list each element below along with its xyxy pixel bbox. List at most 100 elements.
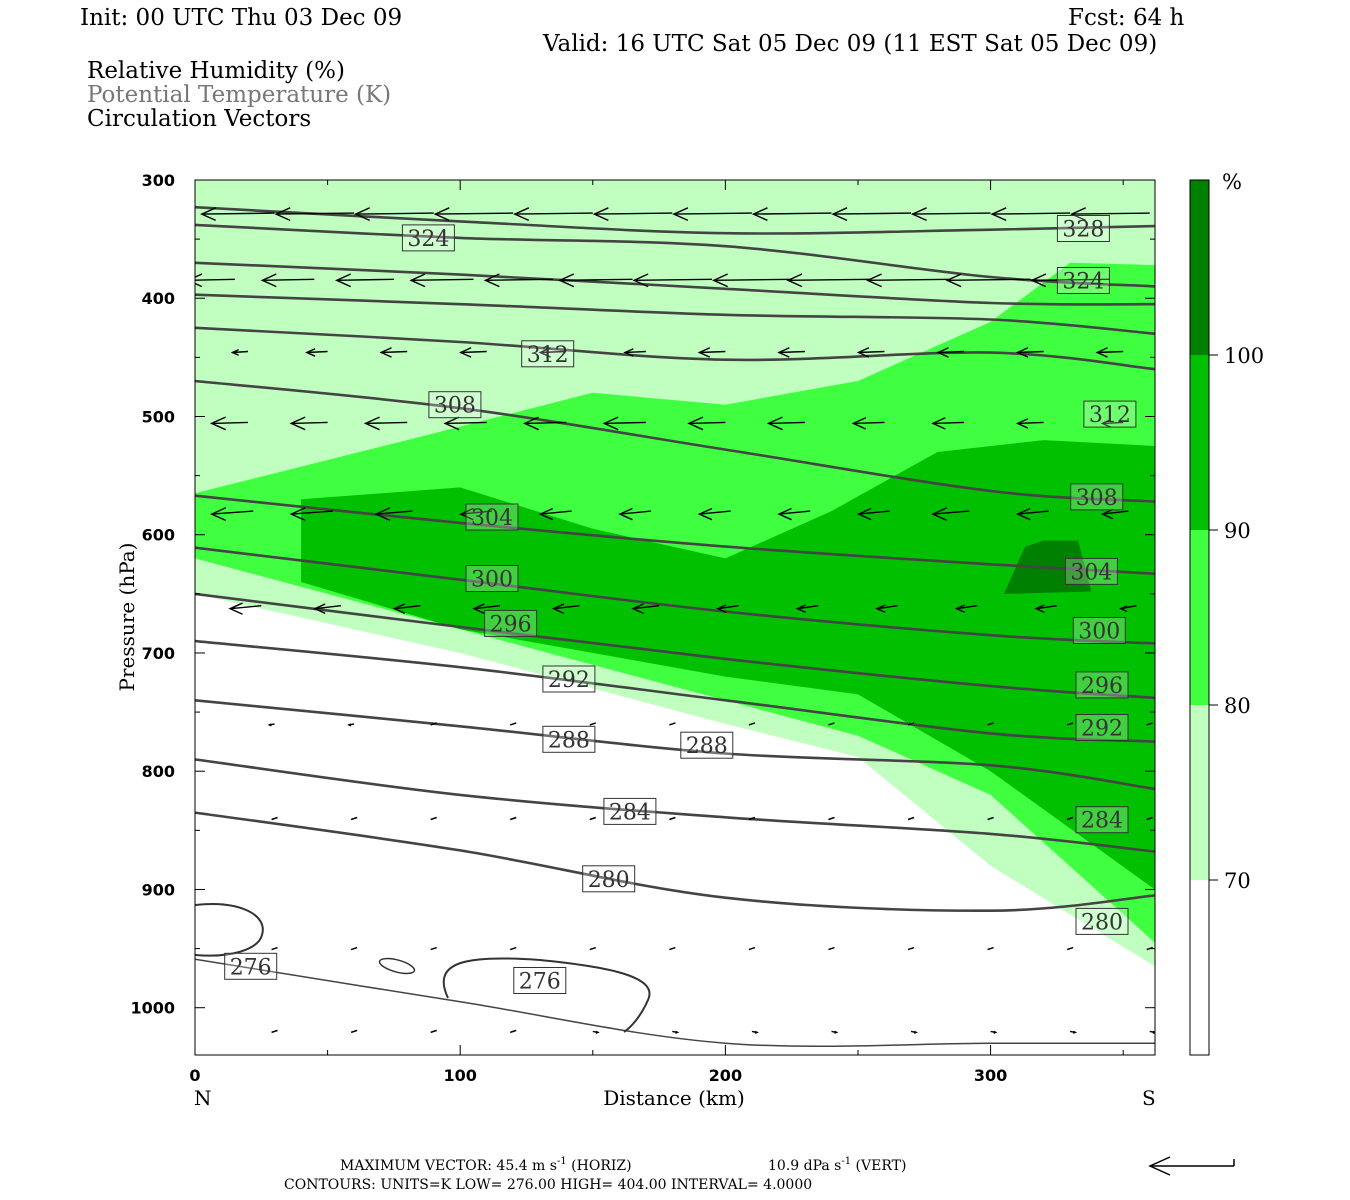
vector-arrow: [1146, 946, 1153, 951]
vector-arrow: [592, 1030, 600, 1034]
vector-arrow: [538, 507, 572, 521]
theta-label-276: 276: [513, 967, 567, 995]
vector-arrow: [931, 507, 970, 522]
vector-arrow: [865, 273, 951, 288]
svg-text:276: 276: [519, 970, 561, 995]
svg-text:288: 288: [686, 734, 728, 759]
vector-arrow: [766, 416, 805, 431]
vector-arrow: [409, 273, 474, 288]
vector-arrow: [1066, 946, 1074, 951]
svg-text:276: 276: [230, 955, 272, 980]
vector-arrow: [828, 722, 835, 726]
vector-arrow: [711, 273, 792, 288]
rh-shading: [195, 180, 1155, 967]
axis-ticks: 300 400 500 600 700 800 900 1000 0 100 200 300: [130, 171, 1155, 1085]
x-end-label-south: S: [1142, 1086, 1156, 1110]
vector-arrow: [1069, 207, 1150, 222]
vector-arrow: [945, 273, 1031, 288]
vector-arrow: [987, 946, 994, 951]
vector-arrow: [751, 207, 832, 222]
svg-text:296: 296: [1081, 674, 1123, 699]
vector-arrow: [267, 723, 275, 727]
svg-text:304: 304: [1070, 560, 1112, 585]
circulation-vectors: [195, 207, 1155, 1034]
vector-arrow: [828, 946, 835, 951]
vector-arrow: [430, 722, 437, 726]
theta-label-288: 288: [542, 725, 596, 753]
vector-arrow: [990, 207, 1071, 222]
vector-arrow: [987, 816, 994, 821]
theta-label-296: 296: [484, 609, 538, 637]
svg-text:284: 284: [1081, 809, 1123, 834]
y-tick-label-700: 700: [142, 644, 175, 663]
svg-text:300: 300: [1078, 620, 1120, 645]
theta-label-304: 304: [1064, 557, 1118, 585]
vector-arrow: [513, 207, 593, 222]
vector-arrow: [558, 273, 633, 288]
vector-arrow: [907, 946, 915, 951]
theta-label-292: 292: [1075, 714, 1129, 742]
svg-text:308: 308: [434, 394, 476, 419]
theta-label-308: 308: [1070, 483, 1124, 511]
theta-label-276: 276: [224, 952, 278, 980]
x-axis-label: Distance (km): [603, 1086, 745, 1110]
vector-arrow: [748, 946, 756, 951]
theta-contour-284: [195, 758, 1155, 853]
vector-arrow: [522, 416, 567, 431]
vector-arrow: [228, 602, 262, 615]
vector-arrow: [751, 1030, 759, 1034]
vector-arrow: [795, 604, 819, 614]
x-tick-label-0: 0: [189, 1066, 200, 1085]
svg-text:312: 312: [527, 343, 569, 368]
y-tick-label-600: 600: [142, 526, 175, 545]
vector-arrow: [313, 603, 341, 614]
theta-contour-276-loop-c: [195, 903, 264, 957]
svg-text:308: 308: [1076, 486, 1118, 511]
vector-arrow: [209, 416, 249, 431]
vector-arrow: [910, 1030, 918, 1034]
theta-contour-320: [195, 293, 1155, 335]
vector-arrow: [592, 207, 673, 222]
vector-arrow: [777, 507, 811, 521]
y-tick-label-300: 300: [142, 171, 175, 190]
theta-label-288: 288: [680, 731, 734, 759]
vector-arrow: [1149, 1030, 1155, 1034]
svg-text:292: 292: [548, 668, 590, 693]
vector-arrow: [1095, 347, 1124, 358]
vector-arrow: [289, 416, 328, 431]
vector-arrow: [697, 507, 731, 521]
vector-arrow: [347, 723, 355, 727]
theta-label-312: 312: [1083, 400, 1137, 428]
theta-contour-288: [195, 699, 1155, 791]
theta-label-312: 312: [521, 340, 575, 368]
svg-text:324: 324: [407, 227, 449, 252]
vector-arrow: [907, 722, 915, 726]
vector-arrow: [353, 207, 434, 222]
x-tick-label-300: 300: [974, 1066, 1007, 1085]
colorbar-label-90: 90: [1224, 519, 1251, 543]
vector-arrow: [260, 273, 315, 288]
vector-arrow: [669, 722, 676, 726]
theta-contour-292: [195, 639, 1155, 743]
vector-arrow: [195, 273, 235, 288]
vector-arrow: [828, 816, 835, 821]
svg-text:296: 296: [490, 612, 532, 637]
colorbar: % 100 90 80 70: [1189, 170, 1264, 1056]
vector-arrow: [1034, 604, 1057, 614]
theta-label-280: 280: [1075, 907, 1129, 935]
theta-label-328: 328: [1056, 215, 1110, 243]
reference-vector-icon: [1148, 1156, 1235, 1176]
vector-arrow: [602, 416, 646, 431]
vector-arrow: [509, 722, 517, 726]
vector-arrow: [669, 946, 676, 951]
vector-arrow: [931, 417, 965, 430]
vector-arrow: [589, 816, 597, 821]
theta-label-324: 324: [1056, 267, 1110, 295]
vector-arrow: [748, 722, 756, 726]
vector-arrow: [1016, 507, 1049, 521]
svg-text:280: 280: [588, 868, 630, 893]
x-tick-label-200: 200: [709, 1066, 742, 1085]
theta-labels: 328 324 324 312 312 308 308 304 304 300 300 296 296 2…: [224, 215, 1137, 995]
vector-arrow: [589, 722, 597, 726]
theta-contour-304: [195, 494, 1155, 576]
